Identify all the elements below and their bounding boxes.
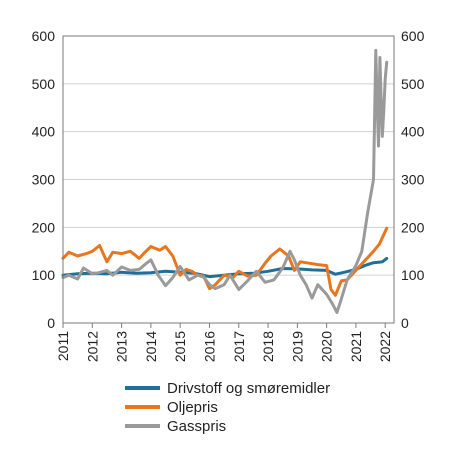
y-tick-label-left: 400 — [32, 124, 56, 140]
x-tick-label: 2015 — [172, 331, 188, 362]
x-tick-label: 2018 — [260, 331, 276, 362]
y-tick-label-left: 300 — [32, 172, 56, 188]
y-tick-label-left: 0 — [47, 315, 55, 331]
y-tick-label-right: 600 — [401, 28, 425, 44]
x-tick-label: 2016 — [201, 331, 217, 362]
series-line-1 — [61, 226, 389, 297]
x-tick-label: 2022 — [377, 331, 393, 362]
y-tick-label-right: 500 — [401, 76, 425, 92]
y-axis-left: 0 100 200 300 400 500 600 — [32, 28, 56, 331]
y-tick-label-right: 300 — [401, 172, 425, 188]
series-line-2 — [61, 48, 389, 314]
x-tick-label: 2017 — [231, 331, 247, 362]
legend-label: Drivstoff og smøremidler — [167, 380, 330, 397]
legend-label: Oljepris — [167, 399, 218, 416]
y-tick-label-right: 0 — [401, 315, 409, 331]
y-tick-label-right: 200 — [401, 219, 425, 235]
y-tick-label-left: 500 — [32, 76, 56, 92]
gridlines — [63, 83, 394, 276]
x-axis: 2011 2012 2013 2014 2015 2016 2017 2018 2019 2020… — [55, 323, 393, 362]
y-tick-label-right: 400 — [401, 124, 425, 140]
x-tick-label: 2021 — [348, 331, 364, 362]
y-tick-label-left: 200 — [32, 219, 56, 235]
plot-frame — [62, 35, 395, 324]
y-tick-label-right: 100 — [401, 267, 425, 283]
x-tick-label: 2013 — [114, 331, 130, 362]
y-axis-right: 0 100 200 300 400 500 600 — [401, 28, 425, 331]
x-tick-label: 2011 — [55, 331, 71, 361]
x-tick-label: 2012 — [84, 331, 100, 362]
y-tick-label-left: 600 — [32, 28, 56, 44]
x-tick-label: 2019 — [289, 331, 305, 362]
x-tick-label: 2020 — [319, 331, 335, 362]
legend: Drivstoff og smøremidler Oljepris Gasspris — [125, 380, 330, 435]
series-lines — [61, 48, 389, 314]
x-tick-label: 2014 — [143, 331, 159, 362]
legend-label: Gasspris — [167, 418, 226, 435]
y-tick-label-left: 100 — [32, 267, 56, 283]
